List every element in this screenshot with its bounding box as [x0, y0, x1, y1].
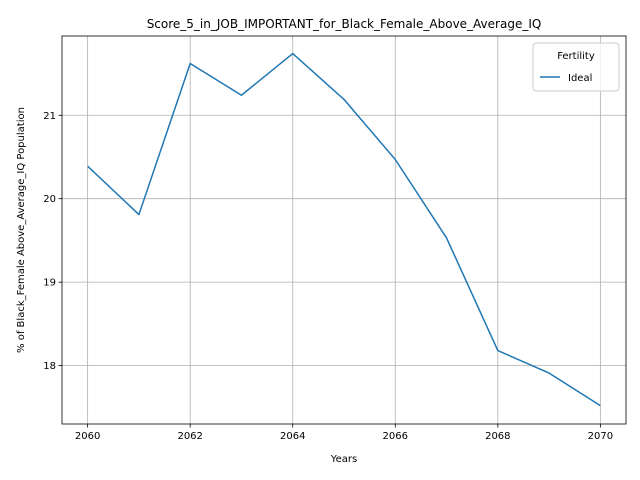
x-tick-label: 2068 [485, 431, 510, 442]
plot-frame [61, 35, 627, 425]
legend-label: Ideal [568, 73, 592, 84]
series-layer [87, 52, 601, 407]
x-tick-label: 2062 [177, 431, 202, 442]
x-tick-label: 2060 [75, 431, 100, 442]
legend: Fertility Ideal [532, 42, 620, 92]
series-line-ideal [87, 52, 601, 407]
grid-lines [62, 36, 626, 424]
legend-title: Fertility [557, 51, 595, 62]
axis-ticks: 2060 2062 2064 2066 2068 2070 18 19 20 21 [43, 111, 613, 442]
x-tick-label: 2070 [588, 431, 613, 442]
x-tick-label: 2064 [280, 431, 305, 442]
legend-box [532, 42, 620, 92]
y-tick-label: 21 [43, 111, 56, 122]
y-tick-label: 20 [43, 194, 56, 205]
y-tick-label: 19 [43, 278, 56, 289]
y-tick-label: 18 [43, 361, 56, 372]
x-axis-label: Years [330, 454, 357, 465]
y-axis-label: % of Black_Female Above_Average_IQ Popul… [16, 107, 27, 353]
chart-title: Score_5_in_JOB_IMPORTANT_for_Black_Femal… [147, 17, 542, 31]
x-tick-label: 2066 [383, 431, 408, 442]
